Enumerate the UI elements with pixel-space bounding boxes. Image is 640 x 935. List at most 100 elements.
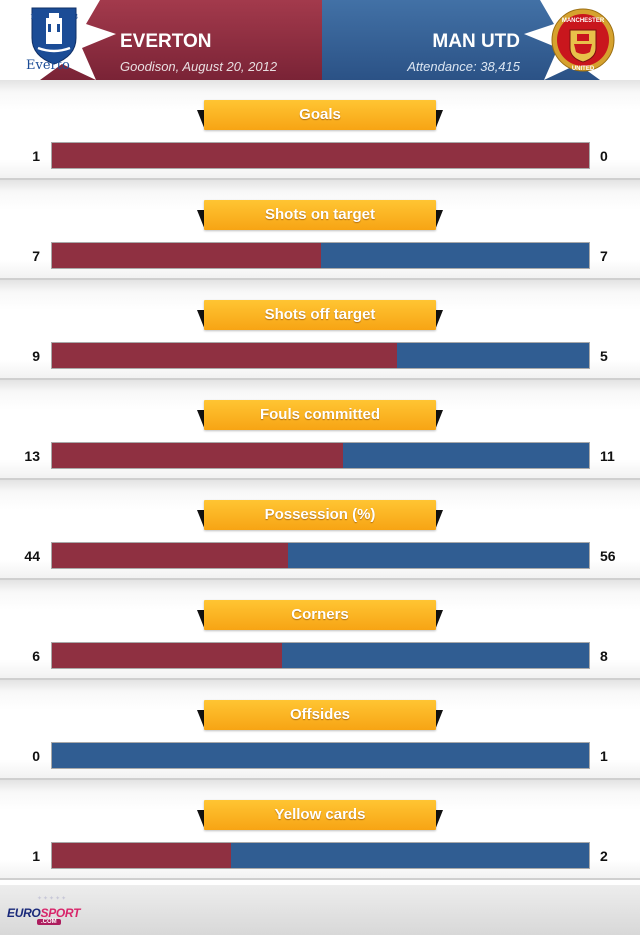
everton-year-left: 18 xyxy=(30,13,39,21)
home-value-label: 1 xyxy=(32,148,40,164)
stat-row: Possession (%) 44 56 xyxy=(0,480,640,580)
stat-label-box: Yellow cards xyxy=(204,800,436,830)
banner-wedge-left xyxy=(197,410,205,430)
footer: ✦✦✦✦✦ EUROSPORT .COM xyxy=(0,885,640,935)
home-bar-segment xyxy=(52,443,343,468)
away-bar-segment xyxy=(282,643,589,668)
away-value-label: 11 xyxy=(600,448,615,464)
stat-label-banner: Corners xyxy=(197,600,443,632)
away-value-label: 7 xyxy=(600,248,608,264)
banner-wedge-left xyxy=(197,210,205,230)
stat-label: Fouls committed xyxy=(259,406,380,423)
away-bar-segment xyxy=(320,243,589,268)
stat-label-box: Offsides xyxy=(204,700,436,730)
stat-label: Corners xyxy=(291,606,349,623)
venue-date: Goodison, August 20, 2012 xyxy=(120,59,278,74)
banner-wedge-left xyxy=(197,810,205,830)
stat-row: Goals 1 0 xyxy=(0,80,640,180)
stat-label-banner: Shots on target xyxy=(197,200,443,232)
stat-label-box: Corners xyxy=(204,600,436,630)
stat-row: Fouls committed 13 11 xyxy=(0,380,640,480)
home-value-label: 7 xyxy=(32,248,40,264)
away-value-label: 5 xyxy=(600,348,608,364)
banner-wedge-right xyxy=(435,510,443,530)
banner-wedge-left xyxy=(197,110,205,130)
home-value-label: 0 xyxy=(32,748,40,764)
banner-wedge-right xyxy=(435,810,443,830)
comparison-bar xyxy=(51,442,590,469)
everton-year-right: 78 xyxy=(69,13,78,21)
stat-row: Yellow cards 1 2 xyxy=(0,780,640,880)
home-bar-segment xyxy=(52,143,589,168)
match-header: 18 78 Everto MANCHESTER UNITED EVERTON G… xyxy=(0,0,640,80)
away-value-label: 1 xyxy=(600,748,608,764)
mu-crest-top-text: MANCHESTER xyxy=(562,18,605,24)
stat-label: Offsides xyxy=(289,706,350,723)
banner-wedge-right xyxy=(435,410,443,430)
stat-label: Yellow cards xyxy=(274,806,366,823)
home-value-label: 44 xyxy=(24,548,40,564)
stat-label: Shots off target xyxy=(264,306,376,323)
home-value-label: 6 xyxy=(32,648,40,664)
eurosport-logo: ✦✦✦✦✦ EUROSPORT .COM xyxy=(7,896,80,930)
stat-label-box: Goals xyxy=(204,100,436,130)
mu-crest-bottom-text: UNITED xyxy=(572,66,595,72)
away-value-label: 8 xyxy=(600,648,608,664)
home-value-label: 9 xyxy=(32,348,40,364)
attendance: Attendance: 38,415 xyxy=(407,59,520,74)
stat-label-box: Fouls committed xyxy=(204,400,436,430)
stat-label-box: Possession (%) xyxy=(204,500,436,530)
home-bar-segment xyxy=(52,243,321,268)
comparison-bar xyxy=(51,842,590,869)
stat-label: Shots on target xyxy=(264,206,375,223)
home-bar-segment xyxy=(52,643,283,668)
home-value-label: 13 xyxy=(24,448,40,464)
comparison-bar xyxy=(51,742,590,769)
stat-label-banner: Fouls committed xyxy=(197,400,443,432)
banner-wedge-right xyxy=(435,710,443,730)
away-bar-segment xyxy=(342,443,589,468)
away-value-label: 0 xyxy=(600,148,608,164)
stats-list: Goals 1 0 Shots on target 7 7 Shots off target… xyxy=(0,80,640,880)
away-bar-segment xyxy=(52,743,589,768)
stat-label-banner: Yellow cards xyxy=(197,800,443,832)
stat-row: Offsides 0 1 xyxy=(0,680,640,780)
banner-wedge-left xyxy=(197,510,205,530)
banner-wedge-right xyxy=(435,210,443,230)
stat-row: Corners 6 8 xyxy=(0,580,640,680)
comparison-bar xyxy=(51,242,590,269)
everton-crest-icon: 18 78 xyxy=(30,7,78,65)
away-bar-segment xyxy=(397,343,589,368)
logo-word-left: EURO xyxy=(7,906,41,920)
home-team-name: EVERTON xyxy=(120,31,212,52)
banner-wedge-right xyxy=(435,610,443,630)
logo-wordmark: EUROSPORT xyxy=(7,906,80,920)
home-bar-segment xyxy=(52,543,289,568)
stat-label-box: Shots on target xyxy=(204,200,436,230)
banner-wedge-left xyxy=(197,610,205,630)
stat-label-banner: Possession (%) xyxy=(197,500,443,532)
logo-word-right: SPORT xyxy=(40,906,81,920)
banner-wedge-left xyxy=(197,710,205,730)
home-bar-segment xyxy=(52,843,231,868)
stat-label: Goals xyxy=(299,106,341,123)
away-team-name: MAN UTD xyxy=(432,31,520,52)
comparison-bar xyxy=(51,542,590,569)
stat-label-banner: Shots off target xyxy=(197,300,443,332)
banner-wedge-right xyxy=(435,110,443,130)
away-bar-segment xyxy=(231,843,589,868)
stat-row: Shots on target 7 7 xyxy=(0,180,640,280)
stat-label-box: Shots off target xyxy=(204,300,436,330)
comparison-bar xyxy=(51,342,590,369)
stat-label: Possession (%) xyxy=(264,506,376,523)
away-bar-segment xyxy=(288,543,589,568)
stat-label-banner: Offsides xyxy=(197,700,443,732)
away-value-label: 56 xyxy=(600,548,616,564)
comparison-bar xyxy=(51,642,590,669)
home-value-label: 1 xyxy=(32,848,40,864)
banner-wedge-right xyxy=(435,310,443,330)
away-value-label: 2 xyxy=(600,848,608,864)
everton-wordmark: Everto xyxy=(26,58,70,73)
home-bar-segment xyxy=(52,343,398,368)
